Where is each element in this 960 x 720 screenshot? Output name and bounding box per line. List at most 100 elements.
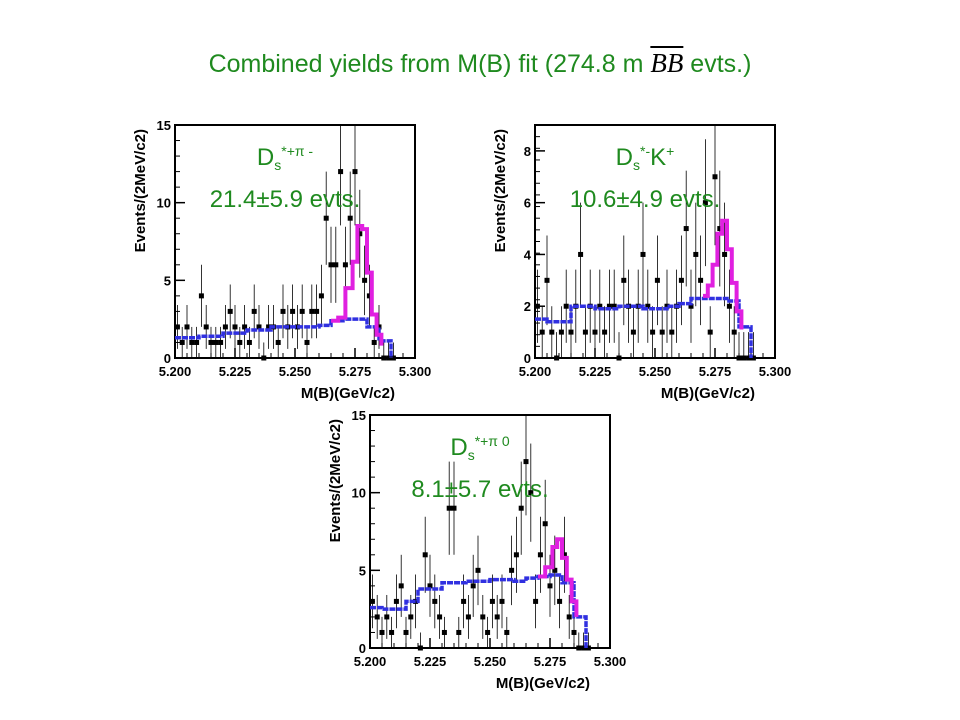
background-fit-line [535, 296, 753, 358]
data-point [539, 329, 545, 335]
x-axis-label: M(B)(GeV/c2) [496, 675, 590, 692]
data-point [731, 329, 737, 335]
data-point [537, 552, 543, 558]
data-point [585, 645, 591, 651]
data-point [213, 339, 219, 345]
data-point [417, 645, 423, 651]
data-point [576, 645, 582, 651]
y-tick-label: 4 [524, 247, 532, 262]
slide-title-suffix: evts.) [683, 50, 752, 78]
data-point [432, 598, 438, 604]
chart-ds-plus-pi-zero: 0 5 10 15 5.200 5.225 5.250 5.275 5.300 M(B)(GeV/… [327, 408, 627, 692]
data-point [741, 355, 747, 361]
slide-title-bb: BB [650, 48, 684, 78]
channel-title: Ds*-K+ [616, 143, 675, 173]
data-point [722, 251, 728, 257]
data-point [422, 552, 428, 558]
x-tick-label: 5.250 [279, 364, 312, 379]
data-point [390, 355, 396, 361]
data-point [208, 339, 214, 345]
slide-title: Combined yields from M(B) fit (274.8 m B… [0, 48, 960, 79]
data-point [290, 308, 296, 314]
data-point [563, 303, 569, 309]
data-point [242, 324, 248, 330]
signal-fit-line [703, 218, 744, 330]
y-tick-label: 0 [164, 351, 171, 366]
data-point [726, 303, 732, 309]
data-point [621, 277, 627, 283]
data-point [333, 262, 339, 268]
x-tick-label: 5.225 [579, 364, 612, 379]
x-tick-label: 5.250 [474, 654, 507, 669]
data-point [456, 629, 462, 635]
data-point [437, 614, 443, 620]
chart-ds-minus-k-plus: 0 2 4 6 8 5.200 5.225 5.250 5.275 5.300 M(B)(GeV/c… [492, 124, 791, 402]
data-point [381, 355, 387, 361]
data-point [475, 567, 481, 573]
y-tick-label: 10 [157, 196, 171, 211]
data-point [533, 598, 539, 604]
data-point [357, 231, 363, 237]
data-point [398, 583, 404, 589]
data-point [547, 583, 553, 589]
data-point [611, 303, 617, 309]
data-point [198, 293, 204, 299]
data-point [189, 339, 195, 345]
data-point [650, 329, 656, 335]
y-tick-label: 2 [524, 299, 531, 314]
data-point [568, 329, 574, 335]
slide-title-prefix: Combined yields from M(B) fit (274.8 m [208, 50, 651, 78]
data-point [179, 339, 185, 345]
y-axis-label: Events/(2MeV/c2) [492, 129, 509, 252]
data-point [275, 339, 281, 345]
data-point [369, 598, 375, 604]
signal-fit-line [538, 537, 579, 617]
data-point [712, 174, 718, 180]
y-tick-label: 0 [524, 351, 531, 366]
data-point [558, 329, 564, 335]
data-point [630, 329, 636, 335]
data-point [683, 226, 689, 232]
data-point [218, 339, 224, 345]
y-axis-label: Events/(2MeV/c2) [132, 129, 149, 252]
data-point [654, 277, 660, 283]
data-point [504, 629, 510, 635]
data-point [338, 169, 344, 175]
data-point [736, 355, 742, 361]
data-point [304, 339, 310, 345]
data-point [640, 251, 646, 257]
y-tick-label: 6 [524, 196, 531, 211]
data-point [597, 303, 603, 309]
data-point [678, 277, 684, 283]
data-point [403, 629, 409, 635]
data-point [523, 459, 529, 465]
data-point [362, 277, 368, 283]
data-point [465, 614, 471, 620]
data-point [461, 598, 467, 604]
x-tick-label: 5.300 [594, 654, 627, 669]
data-point [376, 324, 382, 330]
data-point [374, 614, 380, 620]
data-point [645, 303, 651, 309]
data-point [323, 215, 329, 221]
data-point [408, 614, 414, 620]
data-point [386, 355, 392, 361]
data-point [592, 329, 598, 335]
data-point [480, 614, 486, 620]
data-point [246, 339, 252, 345]
x-tick-label: 5.275 [534, 654, 567, 669]
data-point [746, 355, 752, 361]
data-point [314, 308, 320, 314]
data-point [702, 200, 708, 206]
yield-label: 10.6±4.9 evts. [570, 186, 721, 213]
x-tick-label: 5.225 [219, 364, 252, 379]
data-point [451, 505, 457, 511]
data-point [602, 329, 608, 335]
data-point [366, 293, 372, 299]
x-axis-label: M(B)(GeV/c2) [661, 385, 755, 402]
data-point [309, 308, 315, 314]
x-tick-label: 5.300 [399, 364, 432, 379]
x-axis-label: M(B)(GeV/c2) [301, 385, 395, 402]
data-point [203, 324, 209, 330]
data-point [342, 262, 348, 268]
